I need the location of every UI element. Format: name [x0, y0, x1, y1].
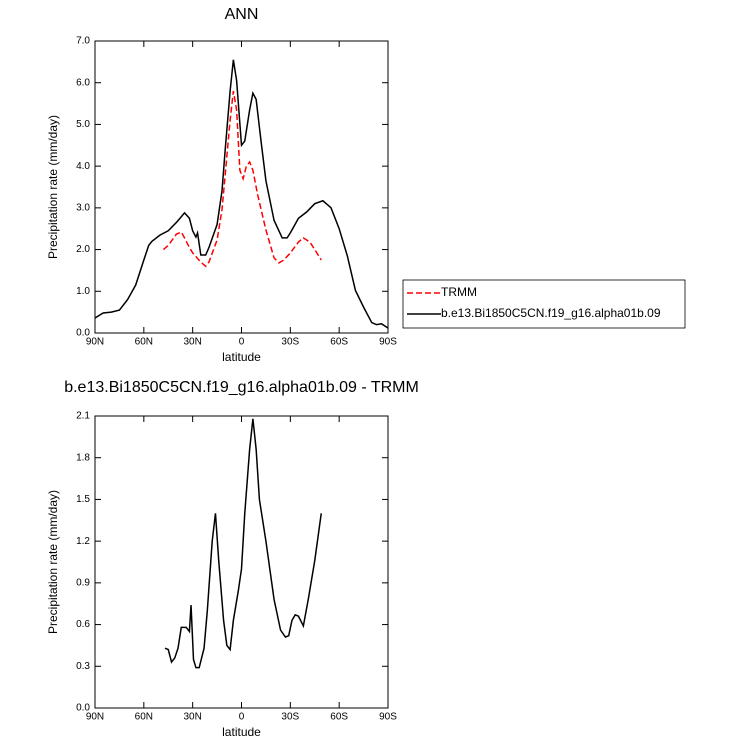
- chart-title: ANN: [225, 6, 259, 23]
- chart-title: b.e13.Bi1850C5CN.f19_g16.alpha01b.09 - T…: [64, 379, 419, 396]
- x-tick-label: 90N: [86, 712, 104, 723]
- x-tick-label: 90S: [379, 337, 397, 348]
- y-tick-label: 2.0: [76, 244, 90, 255]
- plot-frame: [94, 415, 389, 709]
- legend-label: TRMM: [441, 285, 477, 299]
- y-tick-label: 0.9: [76, 577, 90, 588]
- y-tick-label: 3.0: [76, 202, 90, 213]
- y-axis-label: Precipitation rate (mm/day): [46, 490, 60, 634]
- y-tick-label: 0.3: [76, 661, 90, 672]
- x-tick-label: 30S: [281, 337, 299, 348]
- x-tick-label: 0: [239, 337, 245, 348]
- y-tick-label: 7.0: [76, 36, 90, 47]
- x-axis-label: latitude: [222, 350, 261, 364]
- data-line: [94, 59, 389, 329]
- y-tick-label: 4.0: [76, 161, 90, 172]
- y-tick-label: 0.6: [76, 619, 90, 630]
- y-tick-label: 1.0: [76, 286, 90, 297]
- x-tick-label: 60N: [135, 337, 153, 348]
- y-tick-label: 1.8: [76, 452, 90, 463]
- y-tick-label: 0.0: [76, 703, 90, 714]
- x-tick-label: 90S: [379, 712, 397, 723]
- y-tick-label: 1.5: [76, 494, 90, 505]
- x-tick-label: 30N: [183, 337, 201, 348]
- legend-box: [402, 279, 686, 329]
- x-tick-label: 30S: [281, 712, 299, 723]
- y-tick-label: 0.0: [76, 328, 90, 339]
- legend-label: b.e13.Bi1850C5CN.f19_g16.alpha01b.09: [441, 306, 661, 320]
- x-tick-label: 30N: [183, 712, 201, 723]
- x-tick-label: 60S: [330, 337, 348, 348]
- y-axis-label: Precipitation rate (mm/day): [46, 115, 60, 259]
- x-axis-label: latitude: [222, 725, 261, 739]
- data-line: [164, 418, 323, 669]
- x-tick-label: 60N: [135, 712, 153, 723]
- y-tick-label: 2.1: [76, 411, 90, 422]
- data-line: [162, 90, 322, 268]
- x-tick-label: 60S: [330, 712, 348, 723]
- x-tick-label: 0: [239, 712, 245, 723]
- x-tick-label: 90N: [86, 337, 104, 348]
- plot-frame: [94, 40, 389, 334]
- y-tick-label: 6.0: [76, 77, 90, 88]
- y-tick-label: 5.0: [76, 119, 90, 130]
- y-tick-label: 1.2: [76, 536, 90, 547]
